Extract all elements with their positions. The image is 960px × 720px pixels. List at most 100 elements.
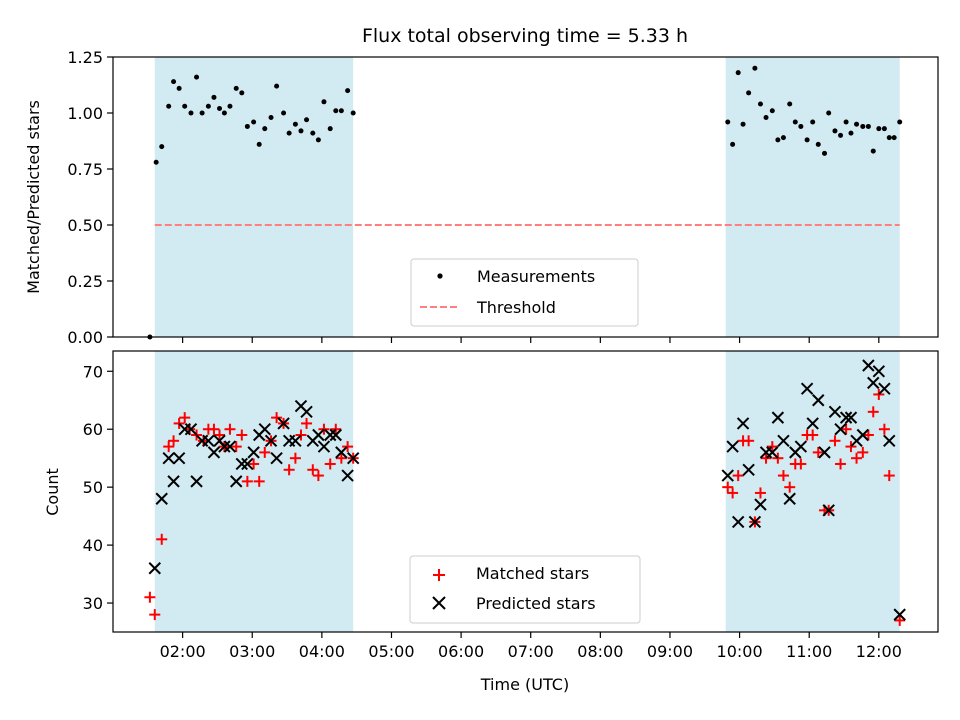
matched-star-point [867, 406, 879, 418]
measurement-point [304, 117, 310, 123]
predicted-star-point [324, 428, 337, 442]
matched-star-point [156, 533, 168, 545]
measurement-point [350, 110, 356, 116]
matched-star-point [236, 429, 248, 441]
matched-star-point [845, 441, 857, 453]
predicted-star-point [822, 504, 835, 517]
measurement-point [217, 106, 223, 112]
measurements-series [147, 65, 903, 340]
legend-predicted-marker [432, 596, 446, 610]
measurement-point [792, 119, 798, 125]
observing-window-2 [725, 57, 900, 337]
x-tick-label: 03:00 [229, 642, 275, 661]
matched-star-point [149, 609, 161, 621]
predicted-star-point [329, 428, 342, 442]
top-y-axis: 0.00 0.25 0.50 0.75 1.00 1.25 [67, 48, 113, 347]
measurement-point [268, 114, 274, 120]
matched-star-point [784, 481, 796, 493]
measurement-point [881, 126, 887, 132]
predicted-star-point [167, 475, 180, 488]
x-tick-label: 02:00 [160, 642, 206, 661]
measurement-point [315, 137, 321, 143]
matched-star-point [766, 441, 778, 453]
measurement-point [740, 121, 746, 127]
matched-star-point [312, 470, 324, 482]
legend-measurements-label: Measurements [477, 267, 595, 286]
predicted-star-point [812, 394, 825, 407]
predicted-star-point [223, 440, 237, 453]
measurement-point [860, 123, 866, 129]
matched-star-point [732, 470, 744, 482]
predicted-star-point [184, 423, 198, 436]
matched-star-point [835, 458, 847, 470]
measurement-point [327, 126, 333, 132]
x-tick-label: 12:00 [856, 642, 902, 661]
predicted-star-point [277, 417, 290, 430]
measurement-point [244, 123, 250, 129]
predicted-star-point [258, 423, 271, 436]
measurement-point [199, 110, 205, 116]
measurement-point [832, 128, 838, 134]
measurement-point [338, 108, 344, 114]
y-tick-label: 30 [83, 594, 103, 613]
predicted-star-point [893, 608, 906, 621]
measurement-point [221, 110, 227, 116]
y-tick-label: 60 [83, 420, 103, 439]
measurement-point [826, 110, 832, 116]
matched-star-point [330, 423, 342, 435]
measurement-point [838, 132, 844, 138]
predicted-star-point [834, 423, 847, 436]
measurement-point [822, 150, 828, 156]
bottom-panel: 30 40 50 60 70 02:00 03:00 04:00 05:00 06:00 07:0… [43, 350, 939, 694]
measurement-point [292, 121, 298, 127]
matched-star-point [807, 429, 819, 441]
measurement-point [757, 101, 763, 107]
predicted-star-point [172, 451, 186, 465]
y-tick-label: 1.25 [67, 48, 103, 67]
predicted-star-point [218, 440, 231, 453]
predicted-star-point [766, 446, 779, 459]
matched-star-point [772, 452, 784, 464]
bottom-x-axis: 02:00 03:00 04:00 05:00 06:00 07:00 08:00 09:00… [160, 632, 902, 661]
measurement-point [159, 144, 165, 150]
measurement-point [211, 94, 217, 100]
predicted-star-point [155, 492, 168, 505]
matched-star-point [253, 475, 265, 487]
legend-predicted-label: Predicted stars [476, 594, 596, 613]
measurement-point [886, 135, 892, 141]
top-panel: 0.00 0.25 0.50 0.75 1.00 1.25 Matched/Predict… [24, 48, 939, 347]
measurement-point [746, 90, 752, 96]
matched-star-point [829, 435, 841, 447]
predicted-star-point [726, 440, 739, 453]
predicted-star-point [289, 434, 302, 448]
predicted-star-point [777, 434, 790, 448]
measurement-point [310, 130, 316, 136]
matched-star-point [777, 470, 789, 482]
predicted-star-point [771, 411, 785, 424]
predicted-star-point [346, 451, 360, 465]
matched-star-point [840, 423, 852, 435]
matched-star-point [241, 475, 253, 487]
y-tick-label: 1.00 [67, 104, 103, 123]
measurement-point [205, 103, 211, 109]
predicted-star-point [862, 359, 875, 372]
measurement-point [251, 119, 257, 125]
observing-window-1 [154, 351, 354, 632]
legend-matched-label: Matched stars [476, 564, 589, 583]
matched-star-point [318, 423, 330, 435]
measurement-point [730, 141, 736, 147]
chart-title: Flux total observing time = 5.33 h [362, 25, 688, 47]
measurement-point [345, 88, 351, 94]
matched-star-point [283, 464, 295, 476]
measurement-point [780, 135, 786, 141]
matched-star-point [722, 481, 734, 493]
bottom-y-axis: 30 40 50 60 70 [83, 362, 113, 613]
matched-star-point [191, 429, 203, 441]
observing-window-2 [725, 351, 900, 632]
matched-star-point [795, 458, 807, 470]
matched-star-point [851, 452, 863, 464]
matched-star-point [760, 452, 772, 464]
measurement-point [321, 99, 327, 105]
matched-star-point [224, 423, 236, 435]
predicted-star-point [867, 376, 880, 390]
